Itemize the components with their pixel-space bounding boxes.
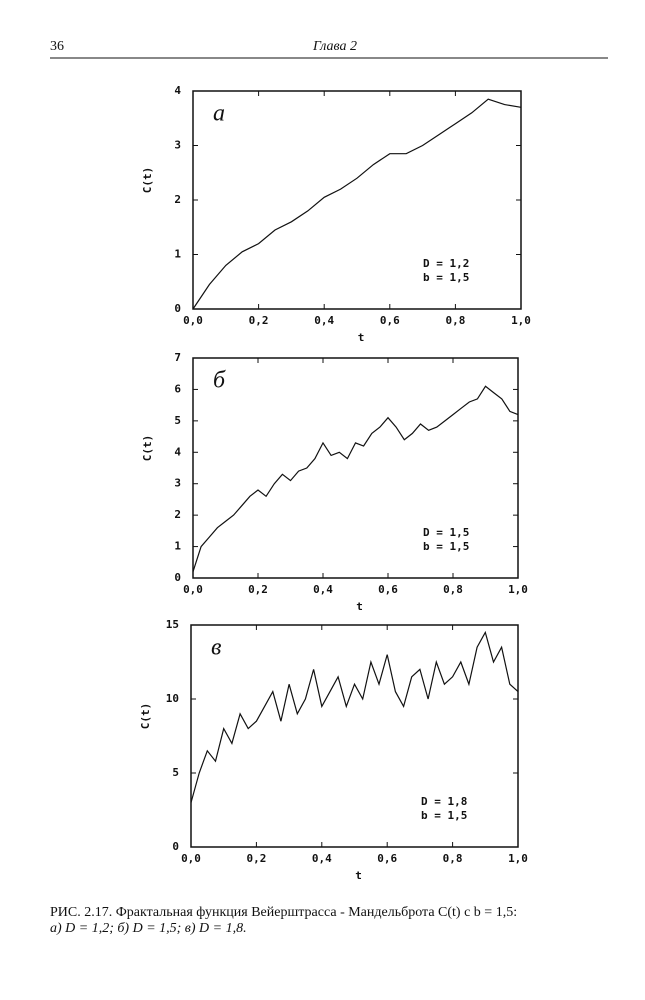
x-tick-label: 0,0 [183, 314, 203, 327]
panel-label: в [211, 635, 221, 661]
x-axis-label: t [358, 331, 365, 344]
page-number: 36 [50, 39, 64, 54]
x-tick-label: 0,2 [248, 583, 268, 596]
data-line [190, 630, 519, 803]
annotation: b = 1,5 [423, 540, 469, 553]
y-axis-label: C(t) [139, 703, 152, 730]
y-tick-label: 3 [174, 477, 181, 490]
y-tick-label: 2 [174, 193, 181, 206]
y-tick-label: 3 [174, 139, 181, 152]
data-line [192, 98, 522, 310]
panel-label: а [213, 101, 225, 127]
annotation: b = 1,5 [423, 271, 469, 284]
data-line [192, 385, 519, 572]
annotation: b = 1,5 [421, 809, 467, 822]
annotation: D = 1,2 [423, 257, 469, 270]
x-tick-label: 1,0 [508, 852, 528, 865]
panel-label: б [213, 368, 226, 394]
x-tick-label: 0,0 [183, 583, 203, 596]
y-tick-label: 5 [174, 414, 181, 427]
plot-frame [192, 90, 522, 310]
y-tick-label: 4 [174, 445, 181, 458]
caption-line: РИС. 2.17. Фрактальная функция Вейерштра… [50, 905, 517, 920]
y-tick-label: 0 [172, 840, 179, 853]
x-axis-label: t [355, 869, 362, 882]
x-tick-label: 0,4 [312, 852, 332, 865]
y-tick-label: 7 [174, 351, 181, 364]
x-tick-label: 0,8 [445, 314, 465, 327]
y-tick-label: 0 [174, 571, 181, 584]
caption-line: а) D = 1,2; б) D = 1,5; в) D = 1,8. [50, 921, 247, 936]
annotation: D = 1,8 [421, 795, 467, 808]
y-tick-label: 6 [174, 382, 181, 395]
plot-frame [190, 624, 519, 848]
y-tick-label: 2 [174, 508, 181, 521]
x-tick-label: 0,6 [380, 314, 400, 327]
annotation: D = 1,5 [423, 526, 469, 539]
x-tick-label: 0,6 [377, 852, 397, 865]
y-axis-label: C(t) [141, 435, 154, 462]
y-tick-label: 1 [174, 540, 181, 553]
x-tick-label: 0,4 [314, 314, 334, 327]
x-tick-label: 0,8 [443, 852, 463, 865]
x-axis-label: t [356, 600, 363, 613]
y-tick-label: 4 [174, 84, 181, 97]
y-tick-label: 0 [174, 302, 181, 315]
x-tick-label: 0,2 [249, 314, 269, 327]
plot-frame [192, 357, 519, 579]
y-tick-label: 1 [174, 248, 181, 261]
y-tick-label: 15 [166, 618, 179, 631]
y-axis-label: C(t) [141, 167, 154, 194]
x-tick-label: 1,0 [508, 583, 528, 596]
x-tick-label: 1,0 [511, 314, 531, 327]
x-tick-label: 0,0 [181, 852, 201, 865]
chapter-title: Глава 2 [312, 39, 357, 54]
x-tick-label: 0,4 [313, 583, 333, 596]
y-tick-label: 10 [166, 692, 179, 705]
x-tick-label: 0,8 [443, 583, 463, 596]
x-tick-label: 0,6 [378, 583, 398, 596]
x-tick-label: 0,2 [246, 852, 266, 865]
y-tick-label: 5 [172, 766, 179, 779]
